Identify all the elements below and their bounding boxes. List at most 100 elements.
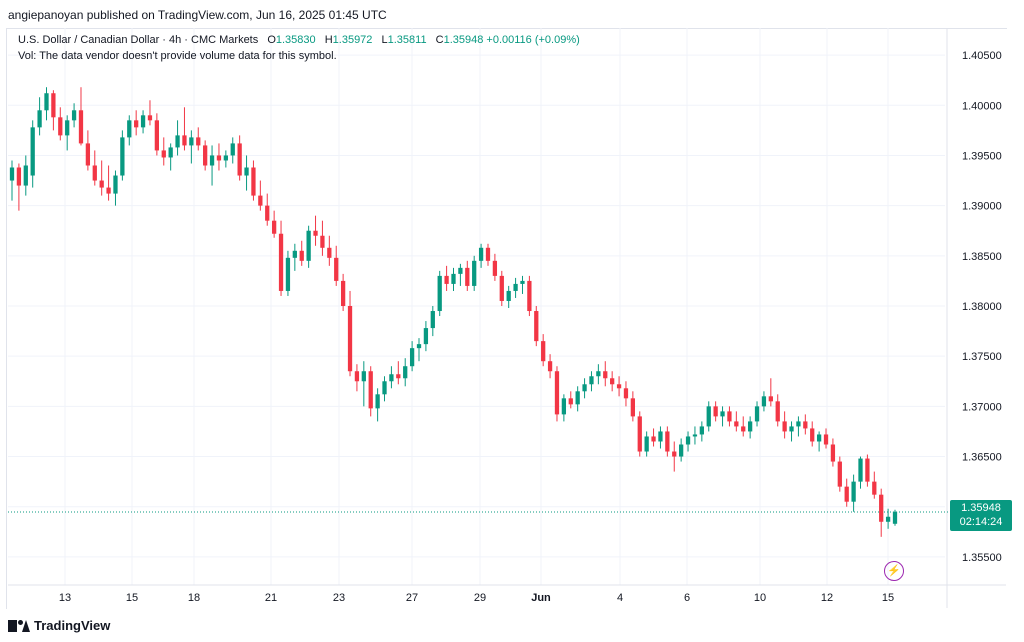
- candle-body: [99, 180, 104, 188]
- candle-body: [837, 461, 842, 487]
- candle-body: [679, 444, 684, 457]
- candle-body: [761, 396, 767, 407]
- candle-body: [306, 230, 311, 261]
- x-tick-label: 12: [821, 592, 833, 604]
- candle-body: [478, 247, 484, 261]
- candle-body: [561, 398, 567, 415]
- candle-body: [720, 411, 725, 417]
- candle-body: [403, 366, 408, 379]
- tradingview-logo-icon: [8, 619, 30, 632]
- candle-body: [816, 434, 822, 442]
- candle-body: [182, 135, 187, 146]
- candle-body: [506, 290, 511, 301]
- candle-body: [51, 93, 56, 118]
- chart-frame: [6, 28, 1007, 609]
- candle-body: [782, 421, 787, 432]
- high-value: 1.35972: [332, 34, 373, 46]
- candle-body: [534, 311, 539, 342]
- close-value: 1.35948: [443, 34, 484, 46]
- candle-body: [320, 235, 325, 248]
- bolt-icon[interactable]: ⚡: [884, 561, 904, 581]
- x-tick-label: 15: [882, 592, 894, 604]
- candle-body: [589, 376, 594, 385]
- candle-body: [630, 398, 635, 417]
- candle-body: [651, 436, 656, 442]
- candle-body: [437, 275, 442, 312]
- candle-body: [568, 398, 573, 405]
- candle-body: [734, 421, 739, 427]
- candle-body: [189, 137, 194, 146]
- brand-name: TradingView: [34, 618, 111, 633]
- y-tick-label: 1.40000: [962, 100, 1002, 112]
- candle-body: [120, 137, 125, 176]
- candle-body: [727, 411, 732, 422]
- candle-body: [278, 233, 284, 291]
- candle-body: [230, 143, 235, 156]
- candle-body: [430, 311, 435, 329]
- candle-body: [272, 220, 277, 234]
- candle-body: [134, 120, 139, 128]
- candle-body: [71, 110, 77, 121]
- candle-body: [789, 426, 794, 432]
- candle-body: [830, 444, 836, 462]
- candle-body: [237, 143, 242, 176]
- candle-body: [492, 260, 498, 276]
- candle-body: [154, 120, 160, 151]
- candle-body: [85, 143, 91, 166]
- candle-body: [175, 135, 180, 148]
- candle-body: [416, 344, 422, 349]
- candle-body: [147, 115, 153, 121]
- candle-body: [885, 516, 891, 522]
- candle-body: [354, 371, 360, 382]
- candle-body: [9, 167, 15, 181]
- candle-body: [16, 167, 22, 186]
- open-value: 1.35830: [275, 34, 316, 46]
- candle-body: [747, 421, 753, 432]
- candle-body: [65, 120, 70, 136]
- candle-body: [810, 428, 815, 442]
- x-tick-label: 13: [59, 592, 71, 604]
- candle-body: [203, 145, 208, 166]
- candle-body: [796, 421, 801, 427]
- candle-body: [547, 361, 553, 372]
- symbol-name[interactable]: U.S. Dollar / Canadian Dollar · 4h · CMC…: [18, 34, 259, 46]
- y-tick-label: 1.36500: [962, 452, 1002, 464]
- candle-body: [699, 426, 704, 435]
- y-tick-label: 1.37500: [962, 351, 1002, 363]
- candle-body: [644, 436, 649, 452]
- candle-body: [127, 120, 132, 138]
- candle-body: [665, 431, 670, 452]
- low-value: 1.35811: [387, 34, 427, 46]
- last-price: 1.35948: [961, 502, 1001, 514]
- candle-body: [361, 371, 366, 382]
- candle-body: [872, 481, 877, 495]
- candle-body: [106, 187, 111, 194]
- candle-body: [892, 511, 898, 524]
- candle-body: [610, 378, 615, 385]
- candle-body: [823, 434, 829, 445]
- candle-body: [472, 260, 477, 286]
- x-tick-label: 6: [684, 592, 690, 604]
- x-tick-label: 15: [126, 592, 138, 604]
- candle-body: [334, 257, 339, 281]
- tradingview-footer[interactable]: TradingView: [8, 618, 110, 633]
- high-label: H: [324, 34, 333, 46]
- candle-body: [423, 328, 429, 345]
- candle-body: [575, 391, 580, 405]
- candle-body: [23, 165, 28, 186]
- candle-body: [596, 371, 601, 377]
- candle-body: [92, 165, 97, 181]
- candle-body: [44, 93, 49, 111]
- candle-body: [485, 247, 491, 261]
- volume-note: Vol: The data vendor doesn't provide vol…: [18, 50, 337, 62]
- candle-body: [58, 117, 63, 136]
- candle-body: [775, 401, 780, 422]
- y-tick-label: 1.38500: [962, 251, 1002, 263]
- candle-body: [713, 406, 718, 417]
- candle-body: [258, 195, 263, 206]
- candle-body: [37, 110, 42, 128]
- candle-body: [706, 406, 711, 427]
- candle-body: [616, 384, 622, 389]
- change-value: +0.00116 (+0.09%): [486, 34, 580, 46]
